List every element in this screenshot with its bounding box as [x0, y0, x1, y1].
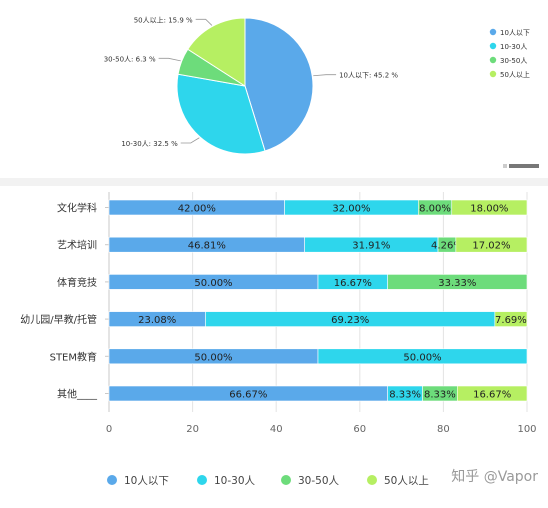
bar-data-label-0-1: 32.00%	[332, 204, 370, 215]
pie-slice-0[interactable]	[244, 17, 314, 152]
bar-data-label-5-0: 66.67%	[229, 390, 267, 401]
bar-legend-label-3[interactable]: 50人以上	[384, 475, 429, 487]
scroll-indicator	[509, 164, 539, 168]
bar-data-label-2-1: 16.67%	[334, 278, 372, 289]
x-tick-label-3: 60	[353, 424, 366, 435]
x-tick-label-5: 100	[517, 424, 536, 435]
bar-data-label-1-3: 17.02%	[472, 241, 510, 252]
bar-segment-1-3[interactable]	[455, 236, 528, 253]
category-label-4: STEM教育	[50, 350, 97, 363]
bar-legend-marker-1[interactable]	[197, 475, 207, 485]
bar-legend-label-2[interactable]: 30-50人	[298, 475, 340, 487]
category-label-3: 幼儿园/早教/托管	[20, 313, 97, 326]
pie-legend-label-3[interactable]: 50人以上	[500, 70, 530, 79]
x-tick-label-4: 80	[437, 424, 450, 435]
pie-legend-marker-3[interactable]	[489, 70, 497, 78]
pie-label-2: 30-50人: 6.3 %	[104, 55, 156, 63]
stacked-bar-chart: 0 20 40 60 80 100 文化学科 42.00% 32.00% 8.00% 18.00% 艺…	[20, 192, 537, 487]
pie-chart-panel: 10人以下: 45.2 % 10-30人: 32.5 % 30-50人: 6.3 %…	[0, 0, 548, 178]
bar-data-label-3-3: 7.69%	[495, 315, 527, 326]
pie-leader-line-1	[180, 137, 200, 144]
bar-data-label-1-2: 4.26%	[431, 241, 463, 252]
bar-legend-label-1[interactable]: 10-30人	[214, 475, 256, 487]
bar-data-label-5-3: 16.67%	[473, 390, 511, 401]
bar-data-label-2-0: 50.00%	[194, 278, 232, 289]
pie-legend-label-0[interactable]: 10人以下	[500, 29, 530, 37]
bar-data-label-3-0: 23.08%	[138, 315, 176, 326]
pie-chart: 10人以下: 45.2 % 10-30人: 32.5 % 30-50人: 6.3 %…	[104, 15, 530, 155]
bar-data-label-5-2: 8.33%	[424, 390, 456, 401]
bar-segment-2-2[interactable]	[387, 274, 528, 290]
pie-label-1: 10-30人: 32.5 %	[121, 140, 178, 148]
bar-data-label-2-2: 33.33%	[438, 278, 476, 289]
category-label-5: 其他____	[57, 388, 98, 401]
bar-data-label-4-0: 50.00%	[194, 352, 232, 363]
pie-leader-line-3	[195, 18, 213, 26]
pie-legend-marker-2[interactable]	[489, 56, 497, 64]
bar-legend-marker-0[interactable]	[107, 475, 117, 485]
bar-data-label-0-3: 18.00%	[470, 204, 508, 215]
pie-leader-line-0	[313, 74, 337, 77]
stacked-bar-chart-panel: 0 20 40 60 80 100 文化学科 42.00% 32.00% 8.00% 18.00% 艺…	[0, 186, 548, 504]
bar-data-label-1-1: 31.91%	[352, 241, 390, 252]
scroll-dot	[503, 164, 507, 168]
x-tick-label-1: 20	[186, 424, 199, 435]
pie-label-0: 10人以下: 45.2 %	[339, 72, 398, 80]
bar-data-label-4-1: 50.00%	[403, 352, 441, 363]
bar-segment-5-3[interactable]	[457, 385, 528, 402]
panel-separator	[0, 178, 548, 186]
pie-legend-marker-0[interactable]	[489, 28, 497, 36]
bar-data-label-0-0: 42.00%	[178, 204, 216, 215]
bar-legend-label-0[interactable]: 10人以下	[124, 475, 169, 487]
bar-data-label-5-1: 8.33%	[389, 390, 421, 401]
pie-label-3: 50人以上: 15.9 %	[134, 15, 193, 24]
bar-legend-marker-3[interactable]	[367, 475, 377, 485]
bar-segment-4-1[interactable]	[317, 348, 528, 365]
pie-leader-line-2	[158, 57, 181, 62]
pie-legend-marker-1[interactable]	[489, 42, 497, 50]
bar-data-label-0-2: 8.00%	[419, 204, 451, 215]
bar-legend-marker-2[interactable]	[281, 475, 291, 485]
category-label-2: 体育竞技	[57, 276, 97, 289]
x-tick-label-2: 40	[270, 424, 283, 435]
pie-slice-3[interactable]	[187, 17, 246, 87]
watermark: 知乎 @Vapor	[451, 469, 538, 485]
pie-slice-1[interactable]	[176, 73, 266, 155]
bar-segment-0-3[interactable]	[451, 199, 528, 216]
category-label-0: 文化学科	[57, 202, 97, 215]
pie-legend-label-2[interactable]: 30-50人	[500, 57, 527, 65]
x-tick-label-0: 0	[106, 424, 112, 435]
bar-data-label-3-1: 69.23%	[331, 315, 369, 326]
pie-legend-label-1[interactable]: 10-30人	[500, 43, 527, 51]
bar-data-label-1-0: 46.81%	[188, 241, 226, 252]
category-label-1: 艺术培训	[57, 239, 97, 252]
bar-segment-3-3[interactable]	[494, 311, 528, 327]
